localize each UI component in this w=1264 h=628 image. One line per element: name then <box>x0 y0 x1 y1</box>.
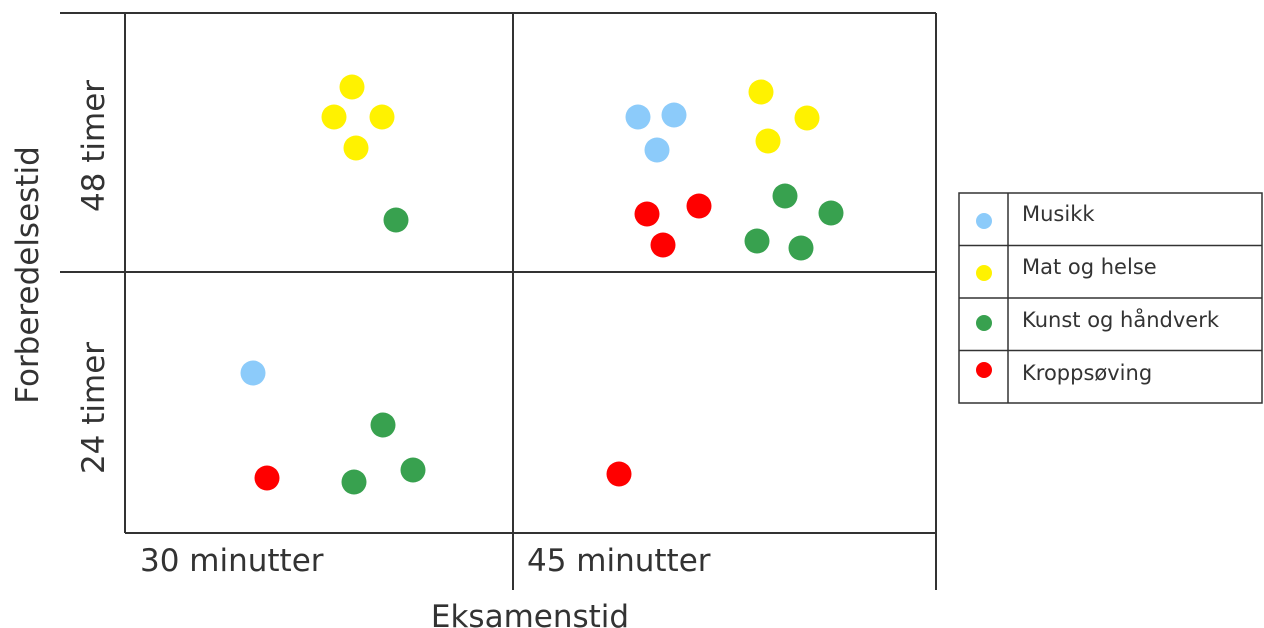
point-musikk <box>644 137 670 163</box>
point-mat-og-helse <box>755 128 781 154</box>
x-tick-label-1: 30 minutter <box>140 543 324 579</box>
point-kroppsøving <box>686 193 712 219</box>
legend-marker-kroppsoving <box>976 362 992 378</box>
x-tick-label-2: 45 minutter <box>527 543 711 579</box>
data-points <box>240 74 844 495</box>
point-kunst-og-håndverk <box>788 235 814 261</box>
point-kunst-og-håndverk <box>383 207 409 233</box>
point-kroppsøving <box>254 465 280 491</box>
point-mat-og-helse <box>748 79 774 105</box>
legend-label-mat-og-helse: Mat og helse <box>1022 255 1157 279</box>
point-kunst-og-håndverk <box>818 200 844 226</box>
point-musikk <box>240 360 266 386</box>
legend: Musikk Mat og helse Kunst og håndverk Kr… <box>958 192 1263 404</box>
point-kunst-og-håndverk <box>341 469 367 495</box>
point-musikk <box>661 102 687 128</box>
point-mat-og-helse <box>794 105 820 131</box>
legend-marker-musikk <box>976 213 992 229</box>
point-kroppsøving <box>650 232 676 258</box>
point-kunst-og-håndverk <box>744 228 770 254</box>
point-kroppsøving <box>606 461 632 487</box>
y-axis-title: Forberedelsestid <box>10 146 46 404</box>
point-kunst-og-håndverk <box>400 457 426 483</box>
point-kunst-og-håndverk <box>370 412 396 438</box>
legend-label-musikk: Musikk <box>1022 202 1095 226</box>
point-musikk <box>625 104 651 130</box>
point-mat-og-helse <box>339 74 365 100</box>
point-kroppsøving <box>634 201 660 227</box>
point-mat-og-helse <box>321 104 347 130</box>
legend-label-kroppsoving: Kroppsøving <box>1022 361 1152 385</box>
y-tick-label-2: 48 timer <box>76 80 112 212</box>
legend-marker-kunst-og-handverk <box>976 315 992 331</box>
legend-marker-mat-og-helse <box>976 265 992 281</box>
point-kunst-og-håndverk <box>772 183 798 209</box>
point-mat-og-helse <box>369 104 395 130</box>
point-mat-og-helse <box>343 135 369 161</box>
x-axis-title: Eksamenstid <box>431 599 629 628</box>
y-tick-label-1: 24 timer <box>76 342 112 474</box>
legend-label-kunst-og-handverk: Kunst og håndverk <box>1022 307 1220 332</box>
